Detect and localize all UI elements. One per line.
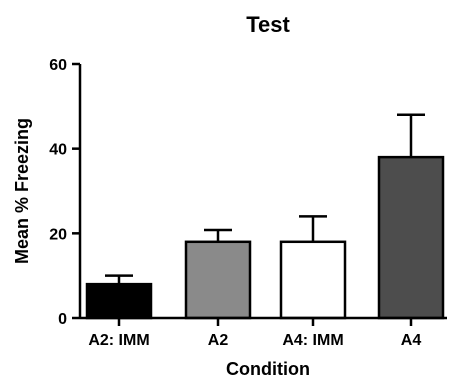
x-tick-label: A4 <box>401 332 422 349</box>
bar-a2-imm <box>85 282 153 320</box>
plot-area: 0 20 40 60 A2: IMM A2 A4: IMM A4 <box>49 57 445 349</box>
x-axis-label: Condition <box>226 359 310 379</box>
chart-title: Test <box>246 12 290 37</box>
y-axis-label: Mean % Freezing <box>12 118 32 264</box>
x-tick-label: A4: IMM <box>282 332 343 349</box>
bar-a4-imm <box>279 240 347 320</box>
bar-a2 <box>184 240 252 320</box>
y-tick-label: 40 <box>49 142 67 159</box>
y-tick-label: 20 <box>49 226 67 243</box>
x-tick-label: A2: IMM <box>88 332 149 349</box>
y-tick-label: 60 <box>49 57 67 74</box>
bar-a4 <box>377 155 445 320</box>
x-tick-label: A2 <box>208 332 229 349</box>
y-tick-label: 0 <box>58 311 67 328</box>
